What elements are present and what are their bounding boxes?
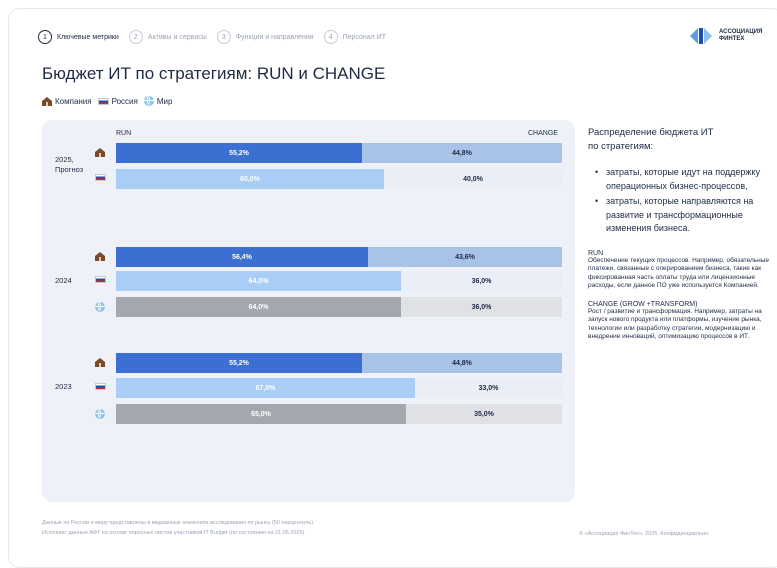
stacked-bar: 55,2% 44,8%: [116, 143, 562, 163]
stacked-bar: 56,4% 43,6%: [116, 247, 562, 267]
legend-russia-label: Россия: [111, 96, 138, 106]
run-definition-text: Обеспечение текущих процессов. Например,…: [588, 256, 770, 290]
company-icon: [95, 358, 105, 367]
stacked-bar: 55,2% 44,8%: [116, 353, 562, 373]
bar-run-segment: 55,2%: [116, 353, 362, 373]
stacked-bar: 64,0% 36,0%: [116, 297, 562, 317]
company-icon: [95, 252, 105, 261]
step-it-staff[interactable]: 4 Персонал ИТ: [323, 30, 386, 44]
russia-flag-icon: [94, 383, 106, 390]
bar-run-segment: 55,2%: [116, 143, 362, 163]
step-navigation: 1 Ключевые метрики 2 Активы и сервисы 3 …: [38, 30, 386, 44]
explanation-title-line-2: по стратегиям:: [588, 141, 654, 152]
year-label: 2023: [55, 382, 72, 391]
chart-legend: Компания Россия Мир: [42, 96, 172, 106]
bar-change-segment: 36,0%: [401, 271, 562, 291]
change-column-header: CHANGE: [528, 130, 558, 137]
logo-line-2: ФИНТЕХ: [719, 36, 745, 42]
bullet-change: затраты, которые направляются на развити…: [588, 195, 777, 236]
bar-run-segment: 64,0%: [116, 271, 401, 291]
step-label: Активы и сервисы: [147, 33, 207, 41]
russia-flag-icon: [97, 97, 109, 105]
row-entity-icon: [94, 358, 106, 367]
explanation-title: Распределение бюджета ИТ по стратегиям:: [588, 126, 777, 154]
row-entity-icon: [94, 174, 106, 181]
footnote: Данные по России и миру представлены в м…: [42, 518, 315, 538]
bar-run-segment: 64,0%: [116, 297, 401, 317]
stacked-bar: 65,0% 35,0%: [116, 404, 562, 424]
bar-change-segment: 33,0%: [415, 378, 562, 398]
legend-company: Компания: [42, 96, 92, 106]
step-label: Персонал ИТ: [342, 33, 386, 41]
step-label: Ключевые метрики: [57, 33, 119, 41]
page-title: Бюджет ИТ по стратегиям: RUN и CHANGE: [42, 64, 386, 83]
logo-text: АССОЦИАЦИЯ ФИНТЕХ: [719, 29, 762, 43]
legend-russia: Россия: [97, 96, 138, 106]
row-entity-icon: [94, 409, 106, 419]
row-entity-icon: [94, 276, 106, 283]
row-entity-icon: [94, 302, 106, 312]
russia-flag-icon: [94, 174, 106, 181]
globe-icon: [95, 409, 105, 419]
russia-flag-icon: [94, 276, 106, 283]
change-definition-heading: CHANGE (GROW +TRANSFORM): [588, 300, 698, 308]
bar-change-segment: 44,8%: [362, 143, 562, 163]
step-functions[interactable]: 3 Функции и направления: [216, 30, 314, 44]
bar-run-segment: 60,0%: [116, 169, 384, 189]
bar-change-segment: 43,6%: [368, 247, 562, 267]
step-assets-services[interactable]: 2 Активы и сервисы: [128, 30, 207, 44]
row-entity-icon: [94, 148, 106, 157]
logo-icon: [690, 28, 712, 44]
change-definition-text: Рост / развитие и трансформация. Наприме…: [588, 307, 762, 341]
globe-icon: [143, 96, 154, 106]
row-entity-icon: [94, 383, 106, 390]
step-label: Функции и направления: [235, 33, 314, 41]
row-entity-icon: [94, 252, 106, 261]
step-key-metrics[interactable]: 1 Ключевые метрики: [38, 30, 119, 44]
step-number: 1: [38, 30, 52, 44]
stacked-bar: 67,0% 33,0%: [116, 378, 562, 398]
stacked-bar: 64,0% 36,0%: [116, 271, 562, 291]
company-icon: [42, 96, 52, 106]
stacked-bar: 60,0% 40,0%: [116, 169, 562, 189]
bar-change-segment: 40,0%: [384, 169, 562, 189]
legend-world-label: Мир: [156, 96, 173, 106]
company-icon: [95, 148, 105, 157]
explanation-title-line-1: Распределение бюджета ИТ: [588, 127, 714, 138]
step-number: 4: [323, 30, 338, 44]
year-label: 2025, Прогноз: [55, 155, 84, 174]
legend-world: Мир: [143, 96, 173, 106]
bar-change-segment: 35,0%: [406, 404, 562, 424]
copyright: © «Ассоциация ФинТех», 2025. Конфиденциа…: [579, 531, 710, 537]
bullet-run: затраты, которые идут на поддержку опера…: [588, 166, 777, 193]
step-number: 2: [128, 30, 143, 44]
legend-company-label: Компания: [55, 96, 92, 106]
bar-run-segment: 56,4%: [116, 247, 368, 267]
bar-change-segment: 44,8%: [362, 353, 562, 373]
run-definition-heading: RUN: [588, 249, 604, 257]
bar-run-segment: 67,0%: [116, 378, 415, 398]
run-column-header: RUN: [116, 130, 132, 137]
year-label: 2024: [55, 276, 72, 285]
footnote-line-1: Данные по России и миру представлены в м…: [42, 520, 315, 526]
bar-run-segment: 65,0%: [116, 404, 406, 424]
step-number: 3: [216, 30, 231, 44]
fintech-logo: АССОЦИАЦИЯ ФИНТЕХ: [688, 26, 762, 46]
globe-icon: [95, 302, 105, 312]
logo-line-1: АССОЦИАЦИЯ: [719, 29, 763, 35]
strategy-bullets: затраты, которые идут на поддержку опера…: [588, 166, 777, 236]
footnote-line-2: Источник: данные АФТ на основе опросных …: [42, 530, 306, 536]
bar-change-segment: 36,0%: [401, 297, 562, 317]
explanation-panel: Распределение бюджета ИТ по стратегиям: …: [588, 126, 777, 352]
